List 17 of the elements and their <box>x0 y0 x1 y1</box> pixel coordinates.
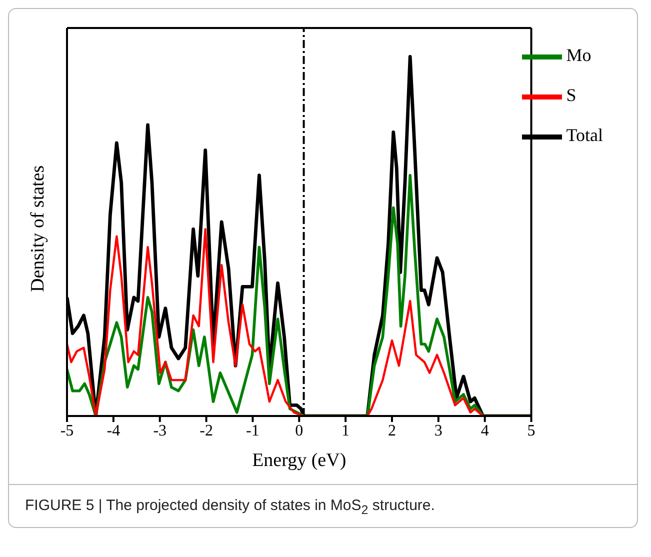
legend-label: Mo <box>566 45 592 66</box>
x-axis-title: Energy (eV) <box>252 450 346 471</box>
caption: FIGURE 5 | The projected density of states in MoS$_{2}$ structure. <box>25 497 436 517</box>
x-tick-label: -3 <box>153 422 167 440</box>
x-tick-label: -1 <box>246 422 260 440</box>
x-tick-label: 3 <box>434 422 442 440</box>
x-tick-label: -4 <box>106 422 120 440</box>
y-axis-title: Density of states <box>28 165 49 292</box>
x-tick-label: -5 <box>60 422 74 440</box>
x-tick-label: 2 <box>388 422 396 440</box>
x-tick-label: 5 <box>527 422 536 440</box>
x-tick-label: 4 <box>480 422 489 440</box>
x-tick-label: 0 <box>295 422 304 440</box>
x-tick-label: 1 <box>342 422 350 440</box>
legend-label: S <box>566 85 576 106</box>
x-tick-label: -2 <box>200 422 213 440</box>
legend-label: Total <box>566 125 603 146</box>
